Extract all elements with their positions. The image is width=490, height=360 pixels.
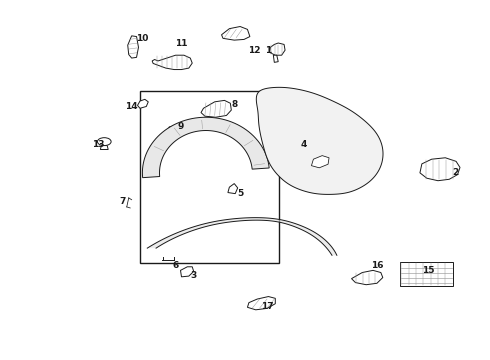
Polygon shape bbox=[228, 184, 238, 194]
Polygon shape bbox=[143, 117, 269, 178]
Polygon shape bbox=[152, 55, 192, 69]
Polygon shape bbox=[270, 43, 285, 55]
Text: 8: 8 bbox=[231, 100, 237, 109]
Polygon shape bbox=[273, 55, 278, 62]
Polygon shape bbox=[351, 270, 383, 285]
Text: 10: 10 bbox=[136, 34, 148, 43]
Polygon shape bbox=[100, 145, 108, 149]
Text: 7: 7 bbox=[120, 197, 126, 206]
Text: 16: 16 bbox=[370, 261, 383, 270]
Text: 12: 12 bbox=[248, 46, 261, 55]
Polygon shape bbox=[147, 218, 337, 255]
Polygon shape bbox=[180, 267, 194, 277]
Text: 6: 6 bbox=[172, 261, 179, 270]
Text: 9: 9 bbox=[177, 122, 184, 131]
Bar bbox=[140, 91, 279, 263]
Bar bbox=[400, 262, 453, 286]
Text: 4: 4 bbox=[300, 140, 307, 149]
Text: 15: 15 bbox=[422, 266, 435, 275]
Polygon shape bbox=[312, 156, 329, 168]
Polygon shape bbox=[166, 126, 182, 137]
Polygon shape bbox=[221, 27, 250, 40]
Polygon shape bbox=[247, 297, 275, 310]
Polygon shape bbox=[256, 87, 383, 194]
Text: 13: 13 bbox=[92, 140, 105, 149]
Polygon shape bbox=[138, 99, 148, 108]
Text: 14: 14 bbox=[125, 102, 138, 111]
Polygon shape bbox=[201, 100, 231, 117]
Polygon shape bbox=[128, 36, 139, 58]
Text: 2: 2 bbox=[452, 168, 458, 177]
Text: 3: 3 bbox=[191, 270, 197, 279]
Polygon shape bbox=[420, 158, 460, 181]
Text: 1: 1 bbox=[265, 46, 271, 55]
Text: 17: 17 bbox=[261, 302, 273, 311]
Text: 11: 11 bbox=[175, 39, 188, 48]
Text: 5: 5 bbox=[237, 189, 243, 198]
